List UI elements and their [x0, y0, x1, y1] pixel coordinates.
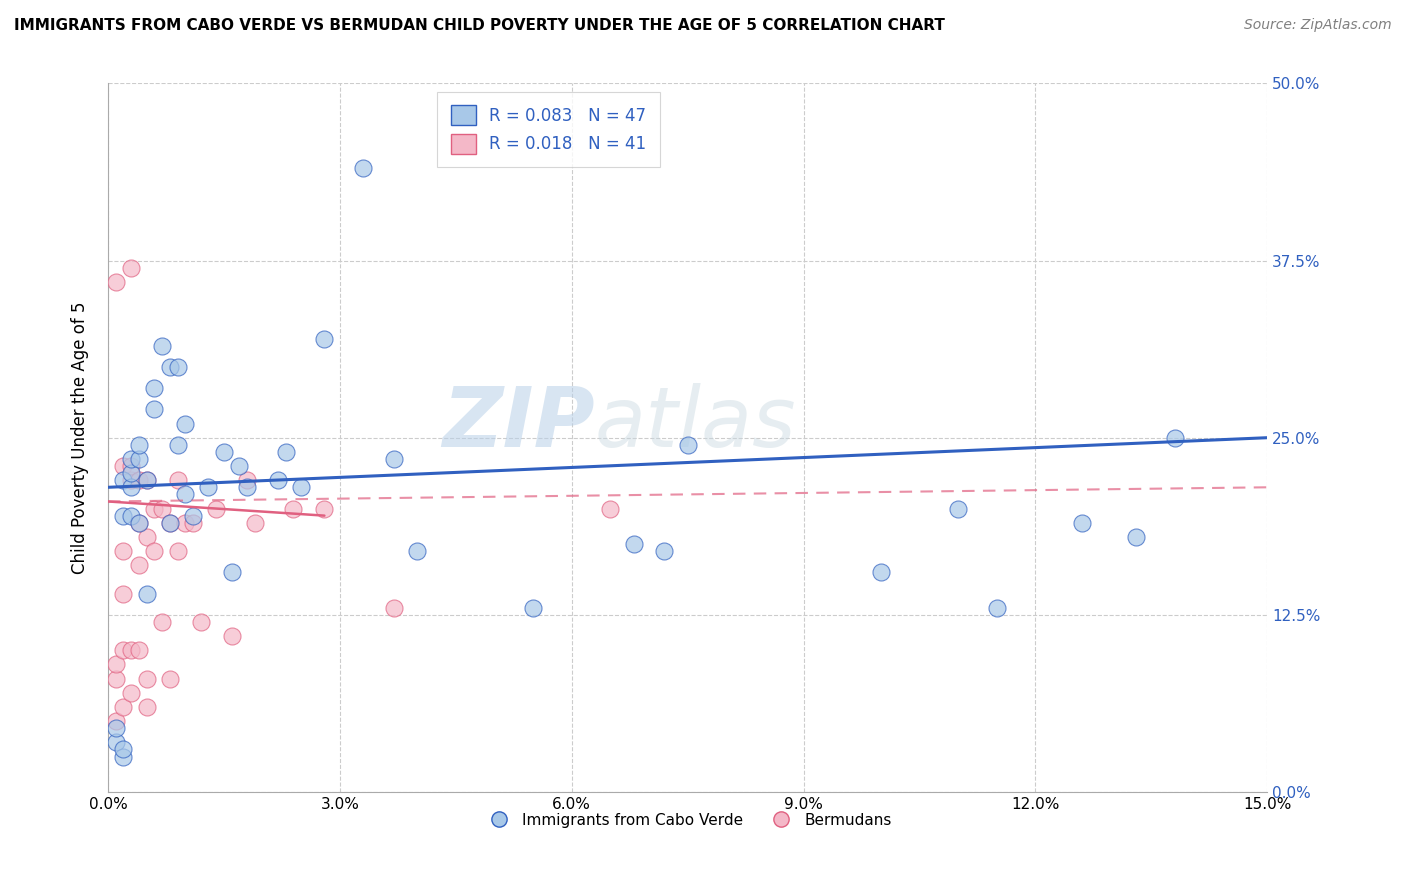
- Point: [190, 615, 212, 629]
- Point: [112, 749, 135, 764]
- Point: [352, 161, 374, 176]
- Point: [128, 516, 150, 530]
- Point: [166, 438, 188, 452]
- Point: [112, 458, 135, 473]
- Text: ZIP: ZIP: [443, 383, 595, 464]
- Point: [120, 260, 142, 275]
- Point: [143, 501, 166, 516]
- Point: [406, 544, 429, 558]
- Point: [128, 558, 150, 573]
- Point: [522, 600, 544, 615]
- Point: [1163, 431, 1185, 445]
- Point: [143, 381, 166, 395]
- Point: [221, 566, 243, 580]
- Point: [128, 452, 150, 467]
- Point: [159, 516, 181, 530]
- Point: [212, 445, 235, 459]
- Point: [135, 530, 157, 544]
- Point: [112, 700, 135, 714]
- Point: [870, 566, 893, 580]
- Point: [104, 714, 127, 728]
- Point: [166, 473, 188, 487]
- Point: [267, 473, 290, 487]
- Point: [236, 473, 259, 487]
- Point: [159, 516, 181, 530]
- Point: [174, 417, 197, 431]
- Point: [120, 643, 142, 657]
- Point: [274, 445, 297, 459]
- Point: [150, 615, 173, 629]
- Point: [174, 516, 197, 530]
- Point: [159, 359, 181, 374]
- Point: [290, 480, 312, 494]
- Point: [112, 643, 135, 657]
- Point: [221, 629, 243, 643]
- Point: [135, 672, 157, 686]
- Point: [143, 544, 166, 558]
- Point: [128, 516, 150, 530]
- Text: IMMIGRANTS FROM CABO VERDE VS BERMUDAN CHILD POVERTY UNDER THE AGE OF 5 CORRELAT: IMMIGRANTS FROM CABO VERDE VS BERMUDAN C…: [14, 18, 945, 33]
- Point: [128, 438, 150, 452]
- Point: [104, 275, 127, 289]
- Text: Source: ZipAtlas.com: Source: ZipAtlas.com: [1244, 18, 1392, 32]
- Point: [1125, 530, 1147, 544]
- Y-axis label: Child Poverty Under the Age of 5: Child Poverty Under the Age of 5: [72, 301, 89, 574]
- Point: [166, 544, 188, 558]
- Point: [283, 501, 305, 516]
- Point: [112, 742, 135, 756]
- Point: [174, 487, 197, 501]
- Point: [986, 600, 1008, 615]
- Point: [112, 586, 135, 600]
- Point: [181, 516, 204, 530]
- Point: [236, 480, 259, 494]
- Point: [112, 508, 135, 523]
- Point: [135, 473, 157, 487]
- Point: [166, 359, 188, 374]
- Point: [120, 686, 142, 700]
- Point: [314, 501, 336, 516]
- Point: [120, 466, 142, 480]
- Point: [104, 657, 127, 672]
- Point: [243, 516, 266, 530]
- Point: [120, 480, 142, 494]
- Point: [382, 452, 405, 467]
- Point: [676, 438, 699, 452]
- Point: [599, 501, 621, 516]
- Point: [120, 452, 142, 467]
- Text: atlas: atlas: [595, 383, 797, 464]
- Point: [128, 643, 150, 657]
- Point: [150, 338, 173, 352]
- Point: [120, 473, 142, 487]
- Point: [104, 721, 127, 735]
- Point: [228, 458, 250, 473]
- Point: [135, 586, 157, 600]
- Point: [197, 480, 219, 494]
- Point: [135, 700, 157, 714]
- Point: [128, 473, 150, 487]
- Point: [205, 501, 228, 516]
- Point: [135, 473, 157, 487]
- Point: [112, 544, 135, 558]
- Point: [654, 544, 676, 558]
- Point: [104, 735, 127, 749]
- Point: [1070, 516, 1092, 530]
- Legend: Immigrants from Cabo Verde, Bermudans: Immigrants from Cabo Verde, Bermudans: [478, 806, 897, 834]
- Point: [120, 458, 142, 473]
- Point: [104, 672, 127, 686]
- Point: [382, 600, 405, 615]
- Point: [112, 473, 135, 487]
- Point: [181, 508, 204, 523]
- Point: [150, 501, 173, 516]
- Point: [159, 672, 181, 686]
- Point: [946, 501, 969, 516]
- Point: [314, 331, 336, 345]
- Point: [143, 402, 166, 417]
- Point: [623, 537, 645, 551]
- Point: [120, 508, 142, 523]
